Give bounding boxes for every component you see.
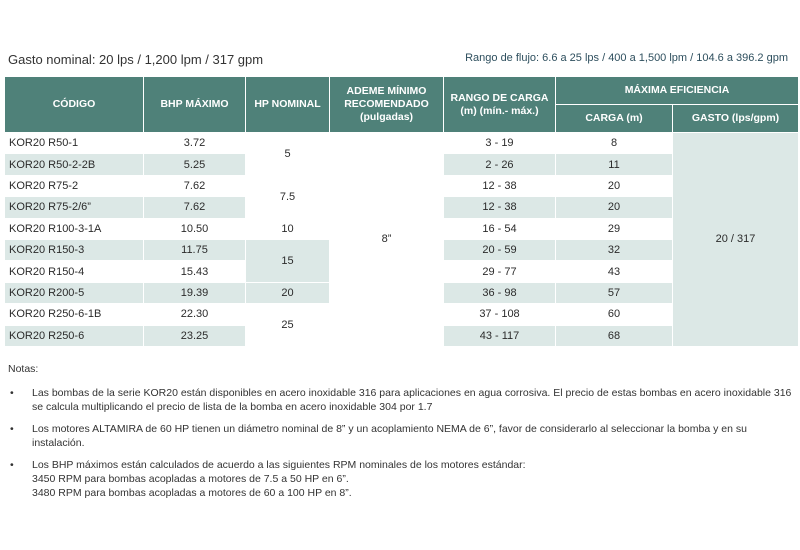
- cell-code: KOR20 R50-1: [4, 131, 144, 155]
- cell-bhp: 15.43: [143, 260, 246, 283]
- table-row: KOR20 R250-6 23.25 43 - 117 68: [4, 324, 799, 347]
- cell-code: KOR20 R100-3-1A: [4, 217, 144, 240]
- note-text: Las bombas de la serie KOR20 están dispo…: [32, 387, 792, 413]
- cell-bhp: 23.25: [143, 324, 246, 347]
- notes-title: Notas:: [8, 363, 39, 375]
- cell-carga: 8: [555, 131, 673, 155]
- pump-spec-table: CÓDIGO BHP MÁXIMO HP NOMINAL ADEME MÍNIM…: [4, 76, 799, 347]
- table-row: KOR20 R150-3 11.75 15 20 - 59 32: [4, 238, 799, 283]
- cell-range: 29 - 77: [443, 260, 556, 283]
- header-ademe: ADEME MÍNIMO RECOMENDADO (pulgadas): [329, 76, 444, 133]
- note-text: Los BHP máximos están calculados de acue…: [32, 459, 526, 471]
- cell-carga: 43: [555, 260, 673, 283]
- cell-range: 16 - 54: [443, 217, 556, 240]
- cell-hp: 15: [245, 238, 330, 283]
- cell-carga: 68: [555, 324, 673, 347]
- cell-bhp: 3.72: [143, 131, 246, 155]
- cell-bhp: 10.50: [143, 217, 246, 240]
- note-item: • Los motores ALTAMIRA de 60 HP tienen u…: [8, 422, 796, 450]
- cell-bhp: 7.62: [143, 196, 246, 219]
- note-item: • Las bombas de la serie KOR20 están dis…: [8, 386, 796, 414]
- cell-code: KOR20 R75-2/6”: [4, 196, 144, 219]
- table-row: KOR20 R100-3-1A 10.50 10 16 - 54 29: [4, 217, 799, 240]
- header-hp: HP NOMINAL: [245, 76, 330, 133]
- flow-range-label: Rango de flujo: 6.6 a 25 lps / 400 a 1,5…: [465, 52, 788, 64]
- cell-hp: 7.5: [245, 174, 330, 219]
- table-row: KOR20 R250-6-1B 22.30 25 37 - 108 60: [4, 303, 799, 347]
- note-text: Los motores ALTAMIRA de 60 HP tienen un …: [32, 423, 747, 449]
- table-row: KOR20 R50-1 3.72 5 8” 3 - 19 8 20 / 317: [4, 131, 799, 347]
- cell-range: 36 - 98: [443, 281, 556, 305]
- table-row: KOR20 R50-2-2B 5.25 2 - 26 11: [4, 153, 799, 176]
- cell-bhp: 7.62: [143, 174, 246, 198]
- bullet-icon: •: [10, 423, 14, 435]
- cell-range: 43 - 117: [443, 324, 556, 347]
- header-bhp: BHP MÁXIMO: [143, 76, 246, 133]
- header-carga: CARGA (m): [555, 104, 673, 133]
- cell-bhp: 5.25: [143, 153, 246, 176]
- bullet-icon: •: [10, 387, 14, 399]
- cell-code: KOR20 R200-5: [4, 281, 144, 305]
- cell-gasto: 20 / 317: [672, 132, 799, 347]
- cell-carga: 57: [555, 281, 673, 305]
- header-codigo: CÓDIGO: [4, 76, 144, 133]
- cell-range: 3 - 19: [443, 131, 556, 155]
- table-row: KOR20 R200-5 19.39 20 36 - 98 57: [4, 281, 799, 305]
- cell-range: 37 - 108: [443, 303, 556, 326]
- cell-code: KOR20 R75-2: [4, 174, 144, 198]
- header-eficiencia: MÁXIMA EFICIENCIA: [555, 76, 799, 105]
- table-row: KOR20 R75-2/6” 7.62 12 - 38 20: [4, 196, 799, 219]
- cell-ademe: 8”: [329, 132, 444, 347]
- notes-section: Notas: • Las bombas de la serie KOR20 es…: [8, 362, 796, 508]
- cell-bhp: 19.39: [143, 281, 246, 305]
- cell-hp: 5: [245, 132, 330, 176]
- cell-bhp: 22.30: [143, 303, 246, 326]
- header-gasto: GASTO (lps/gpm): [672, 104, 799, 133]
- cell-range: 12 - 38: [443, 196, 556, 219]
- cell-carga: 20: [555, 196, 673, 219]
- note-item: • Los BHP máximos están calculados de ac…: [8, 458, 796, 500]
- table-row: KOR20 R150-4 15.43 29 - 77 43: [4, 260, 799, 283]
- cell-hp: 20: [245, 281, 330, 305]
- cell-carga: 29: [555, 217, 673, 240]
- cell-bhp: 11.75: [143, 238, 246, 262]
- header-rango: RANGO DE CARGA (m) (mín.- máx.): [443, 76, 556, 133]
- cell-hp: 25: [245, 303, 330, 347]
- cell-range: 20 - 59: [443, 238, 556, 262]
- cell-code: KOR20 R150-3: [4, 238, 144, 262]
- rpm-line: 3480 RPM para bombas acopladas a motores…: [32, 487, 352, 499]
- nominal-flow-label: Gasto nominal: 20 lps / 1,200 lpm / 317 …: [8, 52, 264, 67]
- cell-carga: 60: [555, 303, 673, 326]
- cell-carga: 32: [555, 238, 673, 262]
- rpm-line: 3450 RPM para bombas acopladas a motores…: [32, 473, 349, 485]
- cell-range: 2 - 26: [443, 153, 556, 176]
- cell-hp: 10: [245, 217, 330, 240]
- cell-range: 12 - 38: [443, 174, 556, 198]
- cell-carga: 20: [555, 174, 673, 198]
- cell-code: KOR20 R250-6: [4, 324, 144, 347]
- cell-carga: 11: [555, 153, 673, 176]
- cell-code: KOR20 R150-4: [4, 260, 144, 283]
- cell-code: KOR20 R250-6-1B: [4, 303, 144, 326]
- cell-code: KOR20 R50-2-2B: [4, 153, 144, 176]
- bullet-icon: •: [10, 459, 14, 471]
